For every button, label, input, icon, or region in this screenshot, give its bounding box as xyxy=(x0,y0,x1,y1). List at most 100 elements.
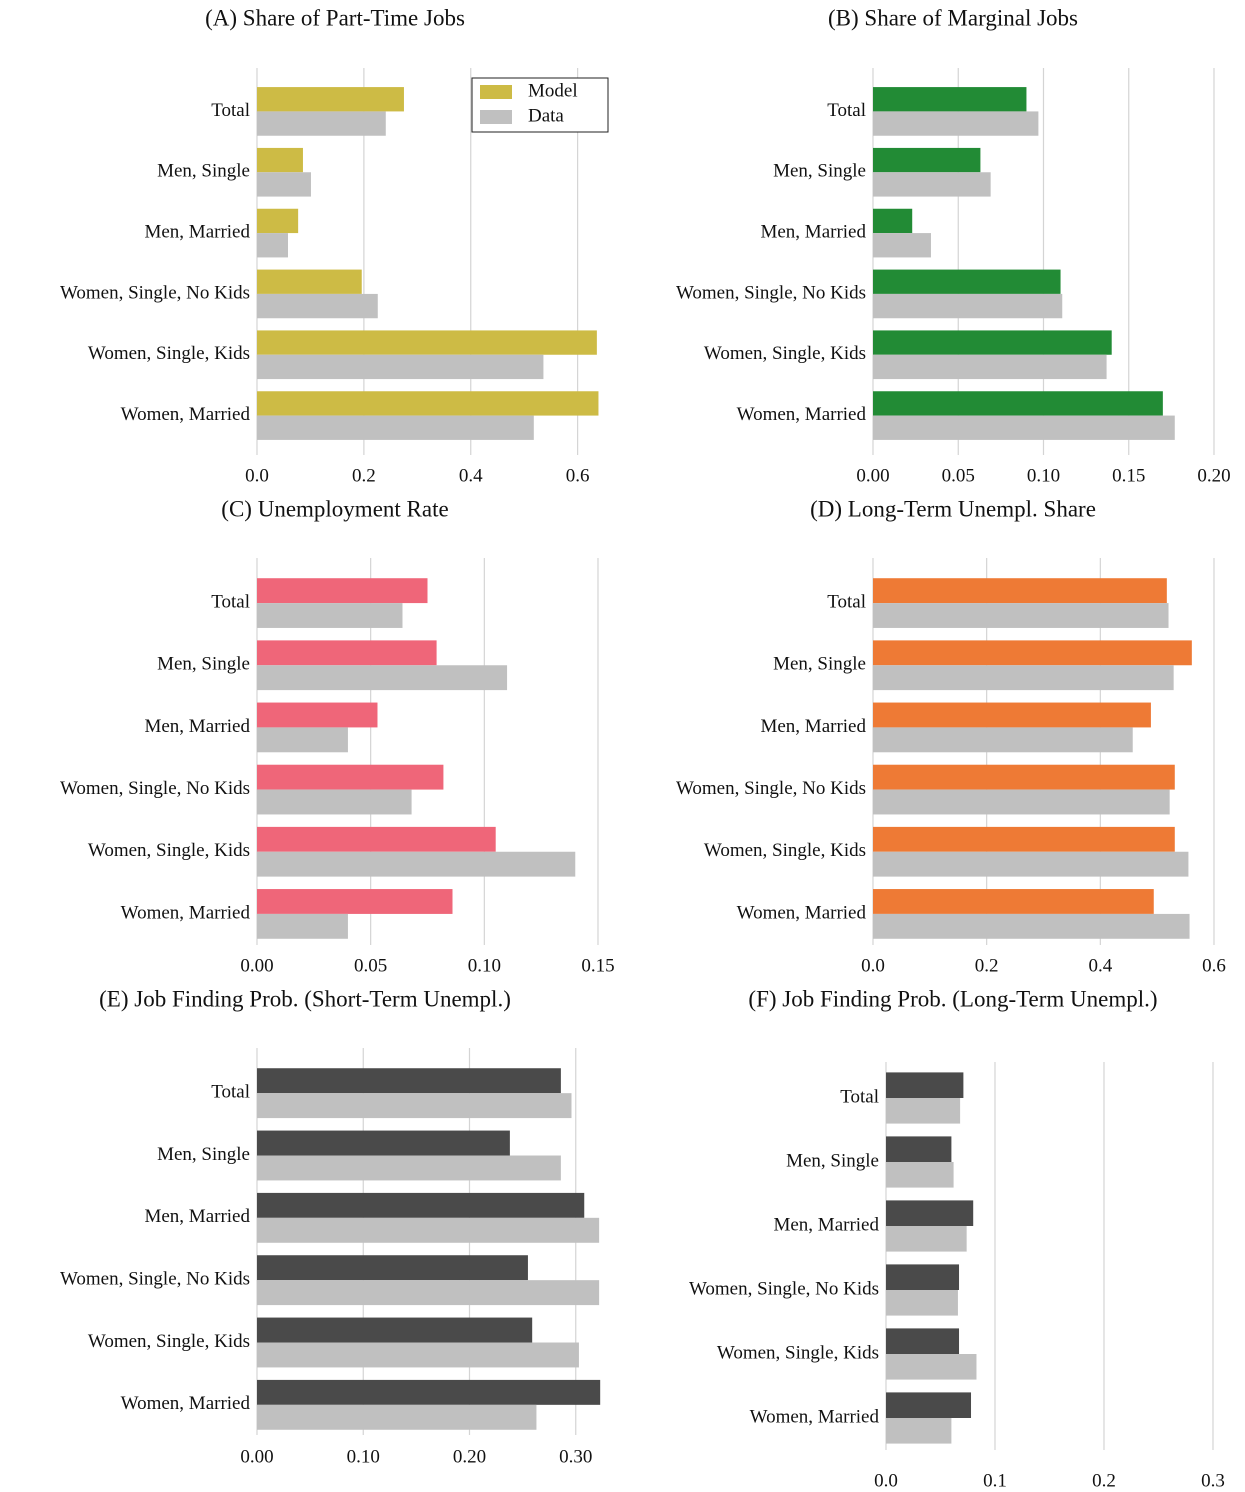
bar xyxy=(257,87,404,112)
bar xyxy=(873,727,1133,753)
y-tick-label: Total xyxy=(827,591,866,612)
bar xyxy=(257,269,362,294)
bar xyxy=(873,330,1112,355)
bar xyxy=(886,1392,972,1418)
bar xyxy=(257,1093,572,1119)
x-tick-label: 0.00 xyxy=(240,955,273,976)
bar xyxy=(257,578,428,604)
bar xyxy=(886,1226,967,1252)
y-tick-label: Women, Married xyxy=(121,902,251,923)
y-tick-label: Women, Single, Kids xyxy=(704,840,866,861)
bar xyxy=(257,1255,528,1281)
y-tick-label: Men, Single xyxy=(773,654,866,675)
bar xyxy=(257,111,386,136)
bar xyxy=(873,826,1175,852)
x-tick-label: 0.05 xyxy=(942,465,975,486)
legend-label: Data xyxy=(528,105,564,126)
y-tick-label: Total xyxy=(840,1086,879,1107)
y-tick-label: Women, Married xyxy=(121,404,251,425)
panel-title: (C) Unemployment Rate xyxy=(221,496,448,521)
bar xyxy=(873,665,1174,691)
bar xyxy=(257,1317,533,1343)
panel-title: (D) Long-Term Unempl. Share xyxy=(810,496,1096,521)
bar xyxy=(257,789,412,815)
x-tick-label: 0.00 xyxy=(856,465,889,486)
bar xyxy=(257,889,453,914)
y-tick-label: Women, Married xyxy=(737,404,867,425)
y-tick-label: Women, Married xyxy=(750,1406,880,1427)
y-tick-label: Men, Single xyxy=(157,1144,250,1165)
y-tick-label: Women, Single, No Kids xyxy=(676,282,866,303)
bar xyxy=(257,826,496,852)
bar xyxy=(873,789,1170,815)
bar xyxy=(873,851,1189,877)
bar xyxy=(257,1155,561,1181)
bar xyxy=(257,603,403,628)
bar xyxy=(257,1342,579,1368)
x-tick-label: 0.2 xyxy=(975,955,999,976)
bar xyxy=(886,1072,964,1098)
y-tick-label: Men, Single xyxy=(157,654,250,675)
legend-swatch xyxy=(480,85,512,99)
bar xyxy=(257,415,534,440)
x-tick-label: 0.10 xyxy=(1027,465,1060,486)
bar xyxy=(257,391,599,416)
bar xyxy=(873,702,1151,728)
bar xyxy=(886,1264,960,1290)
x-tick-label: 0.1 xyxy=(983,1470,1007,1491)
bar xyxy=(257,354,544,380)
y-tick-label: Women, Single, Kids xyxy=(88,840,250,861)
y-tick-label: Women, Single, No Kids xyxy=(689,1278,879,1299)
x-tick-label: 0.2 xyxy=(352,465,376,486)
bar xyxy=(873,233,931,258)
y-tick-label: Women, Single, Kids xyxy=(88,343,250,364)
bar xyxy=(257,1404,537,1430)
y-tick-label: Men, Married xyxy=(760,716,866,737)
bar xyxy=(886,1136,952,1162)
x-tick-label: 0.0 xyxy=(874,1470,898,1491)
y-tick-label: Women, Single, No Kids xyxy=(60,282,250,303)
bar xyxy=(257,640,437,666)
bar xyxy=(257,1068,561,1094)
bar xyxy=(873,889,1154,914)
x-tick-label: 0.05 xyxy=(354,955,387,976)
bar xyxy=(257,208,299,234)
y-tick-label: Total xyxy=(211,591,250,612)
x-tick-label: 0.30 xyxy=(559,1446,592,1467)
bar xyxy=(873,391,1163,416)
x-tick-label: 0.10 xyxy=(347,1446,380,1467)
bar xyxy=(257,1217,600,1243)
bar xyxy=(873,87,1027,112)
bar xyxy=(257,293,378,319)
bar xyxy=(257,727,348,753)
y-tick-label: Women, Married xyxy=(121,1393,251,1414)
bar xyxy=(257,702,378,728)
bar xyxy=(873,269,1061,294)
y-tick-label: Total xyxy=(827,100,866,121)
bar xyxy=(257,665,508,691)
x-tick-label: 0.4 xyxy=(1088,955,1112,976)
x-tick-label: 0.6 xyxy=(1202,955,1226,976)
legend-label: Model xyxy=(528,80,578,101)
bar xyxy=(886,1290,958,1316)
y-tick-label: Men, Married xyxy=(760,221,866,242)
x-tick-label: 0.0 xyxy=(861,955,885,976)
bar xyxy=(873,764,1175,790)
bar xyxy=(886,1162,954,1188)
bar xyxy=(257,330,597,355)
bar xyxy=(886,1098,961,1124)
bar xyxy=(873,147,981,173)
y-tick-label: Men, Married xyxy=(144,716,250,737)
x-tick-label: 0.2 xyxy=(1092,1470,1116,1491)
bar xyxy=(257,172,311,197)
bar xyxy=(873,578,1167,604)
bar xyxy=(257,764,444,790)
bar xyxy=(886,1328,960,1354)
x-tick-label: 0.15 xyxy=(1112,465,1145,486)
y-tick-label: Total xyxy=(211,100,250,121)
panel-title: (B) Share of Marginal Jobs xyxy=(828,5,1078,30)
y-tick-label: Men, Single xyxy=(773,161,866,182)
x-tick-label: 0.6 xyxy=(566,465,590,486)
y-tick-label: Men, Married xyxy=(773,1214,879,1235)
bar xyxy=(886,1200,974,1226)
